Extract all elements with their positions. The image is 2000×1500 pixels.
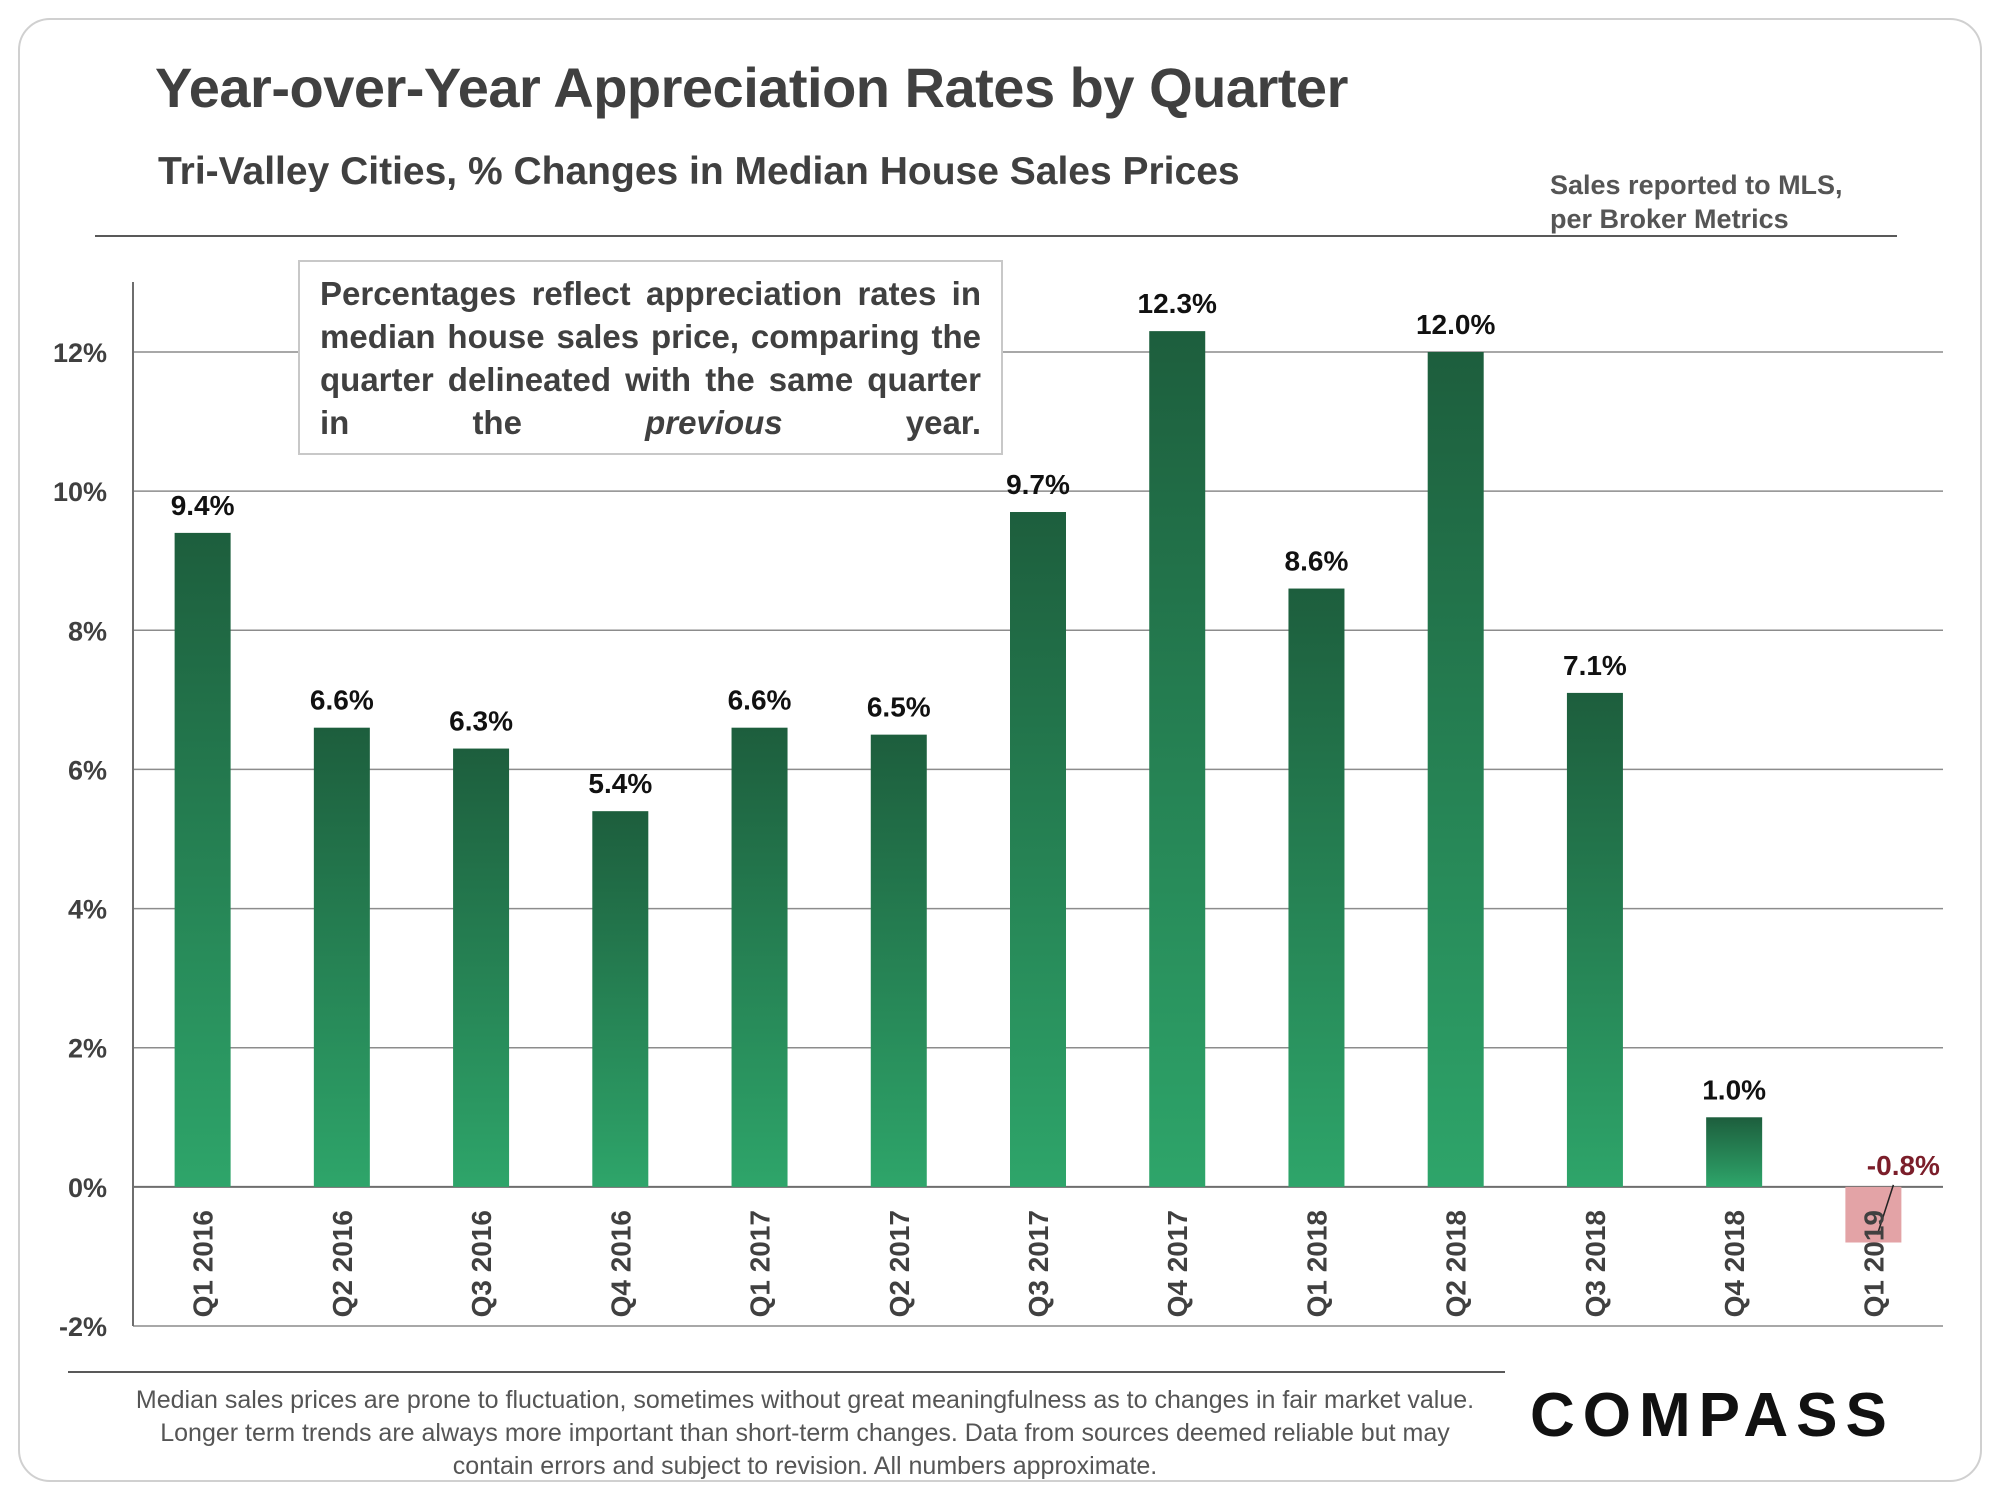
data-label: 6.3% [449,706,513,737]
data-label: 6.6% [728,685,792,716]
bar [174,532,231,1187]
x-tick-label: Q4 2017 [1162,1210,1193,1317]
annotation-emphasis: previous [645,404,783,441]
data-labels: 9.4% 6.6% 6.3% 5.4% 6.6% 6.5% 9.7% 12.3% 8.6% 12.… [171,288,1940,1181]
x-tick-label: Q3 2018 [1580,1210,1611,1317]
bar [592,811,649,1187]
y-axis: -2% 0% 2% 4% 6% 8% 10% 12% [53,282,134,1342]
bar [453,748,510,1187]
y-tick-label: 4% [68,895,107,925]
bar [1566,692,1623,1187]
x-axis-labels: Q1 2016 Q2 2016 Q3 2016 Q4 2016 Q1 2017 Q2 20… [188,1210,1890,1317]
source-line-2: per Broker Metrics [1550,204,1789,234]
data-label: 8.6% [1285,546,1349,577]
header-divider [95,235,1897,237]
data-label: 5.4% [588,768,652,799]
footer-divider [68,1371,1505,1373]
source-line-1: Sales reported to MLS, [1550,170,1843,200]
x-tick-label: Q3 2017 [1023,1210,1054,1317]
x-tick-label: Q3 2016 [466,1210,497,1317]
bar [1706,1117,1763,1187]
chart-subtitle: Tri-Valley Cities, % Changes in Median H… [158,150,1240,193]
x-tick-label: Q1 2018 [1301,1210,1332,1317]
data-label: 9.7% [1006,469,1070,500]
y-tick-label: 0% [68,1173,107,1203]
data-label: 12.3% [1138,288,1217,319]
bar [313,727,370,1187]
y-tick-label: 12% [53,338,107,368]
bar [1010,512,1066,1187]
bars [174,331,1902,1243]
x-tick-label: Q2 2017 [884,1210,915,1317]
x-tick-label: Q4 2018 [1719,1210,1750,1317]
annotation-text-end: year. [782,404,981,441]
data-label: 6.5% [867,692,931,723]
data-label: 1.0% [1702,1074,1766,1105]
x-tick-label: Q2 2018 [1441,1210,1472,1317]
y-tick-label: 10% [53,477,107,507]
bar [870,734,927,1187]
data-label: 7.1% [1563,650,1627,681]
bar [1427,352,1484,1187]
y-tick-label: 2% [68,1034,107,1064]
x-tick-label: Q4 2016 [605,1210,636,1317]
data-label: 9.4% [171,490,235,521]
bar [731,727,788,1187]
annotation-box: Percentages reflect appreciation rates i… [298,260,1003,455]
annotation-text-start: Percentages reflect appreciation rates i… [320,275,981,441]
y-tick-label: 6% [68,755,107,785]
source-note: Sales reported to MLS, per Broker Metric… [1550,168,1843,236]
bar [1288,588,1345,1187]
y-tick-label: -2% [59,1312,107,1342]
bar [1845,1186,1902,1243]
leader-line [1876,1184,1895,1235]
disclaimer-text: Median sales prices are prone to fluctua… [135,1386,1475,1480]
y-tick-label: 8% [68,616,107,646]
data-label: 12.0% [1416,309,1495,340]
data-label: -0.8% [1867,1150,1940,1181]
x-tick-label: Q2 2016 [327,1210,358,1317]
x-tick-label: Q1 2019 [1858,1210,1889,1317]
compass-logo: COMPASS [1530,1381,1895,1450]
chart-title: Year-over-Year Appreciation Rates by Qua… [155,56,1348,119]
data-label: 6.6% [310,685,374,716]
x-tick-label: Q1 2016 [188,1210,219,1317]
bar [1149,331,1206,1187]
x-tick-label: Q1 2017 [745,1210,776,1317]
